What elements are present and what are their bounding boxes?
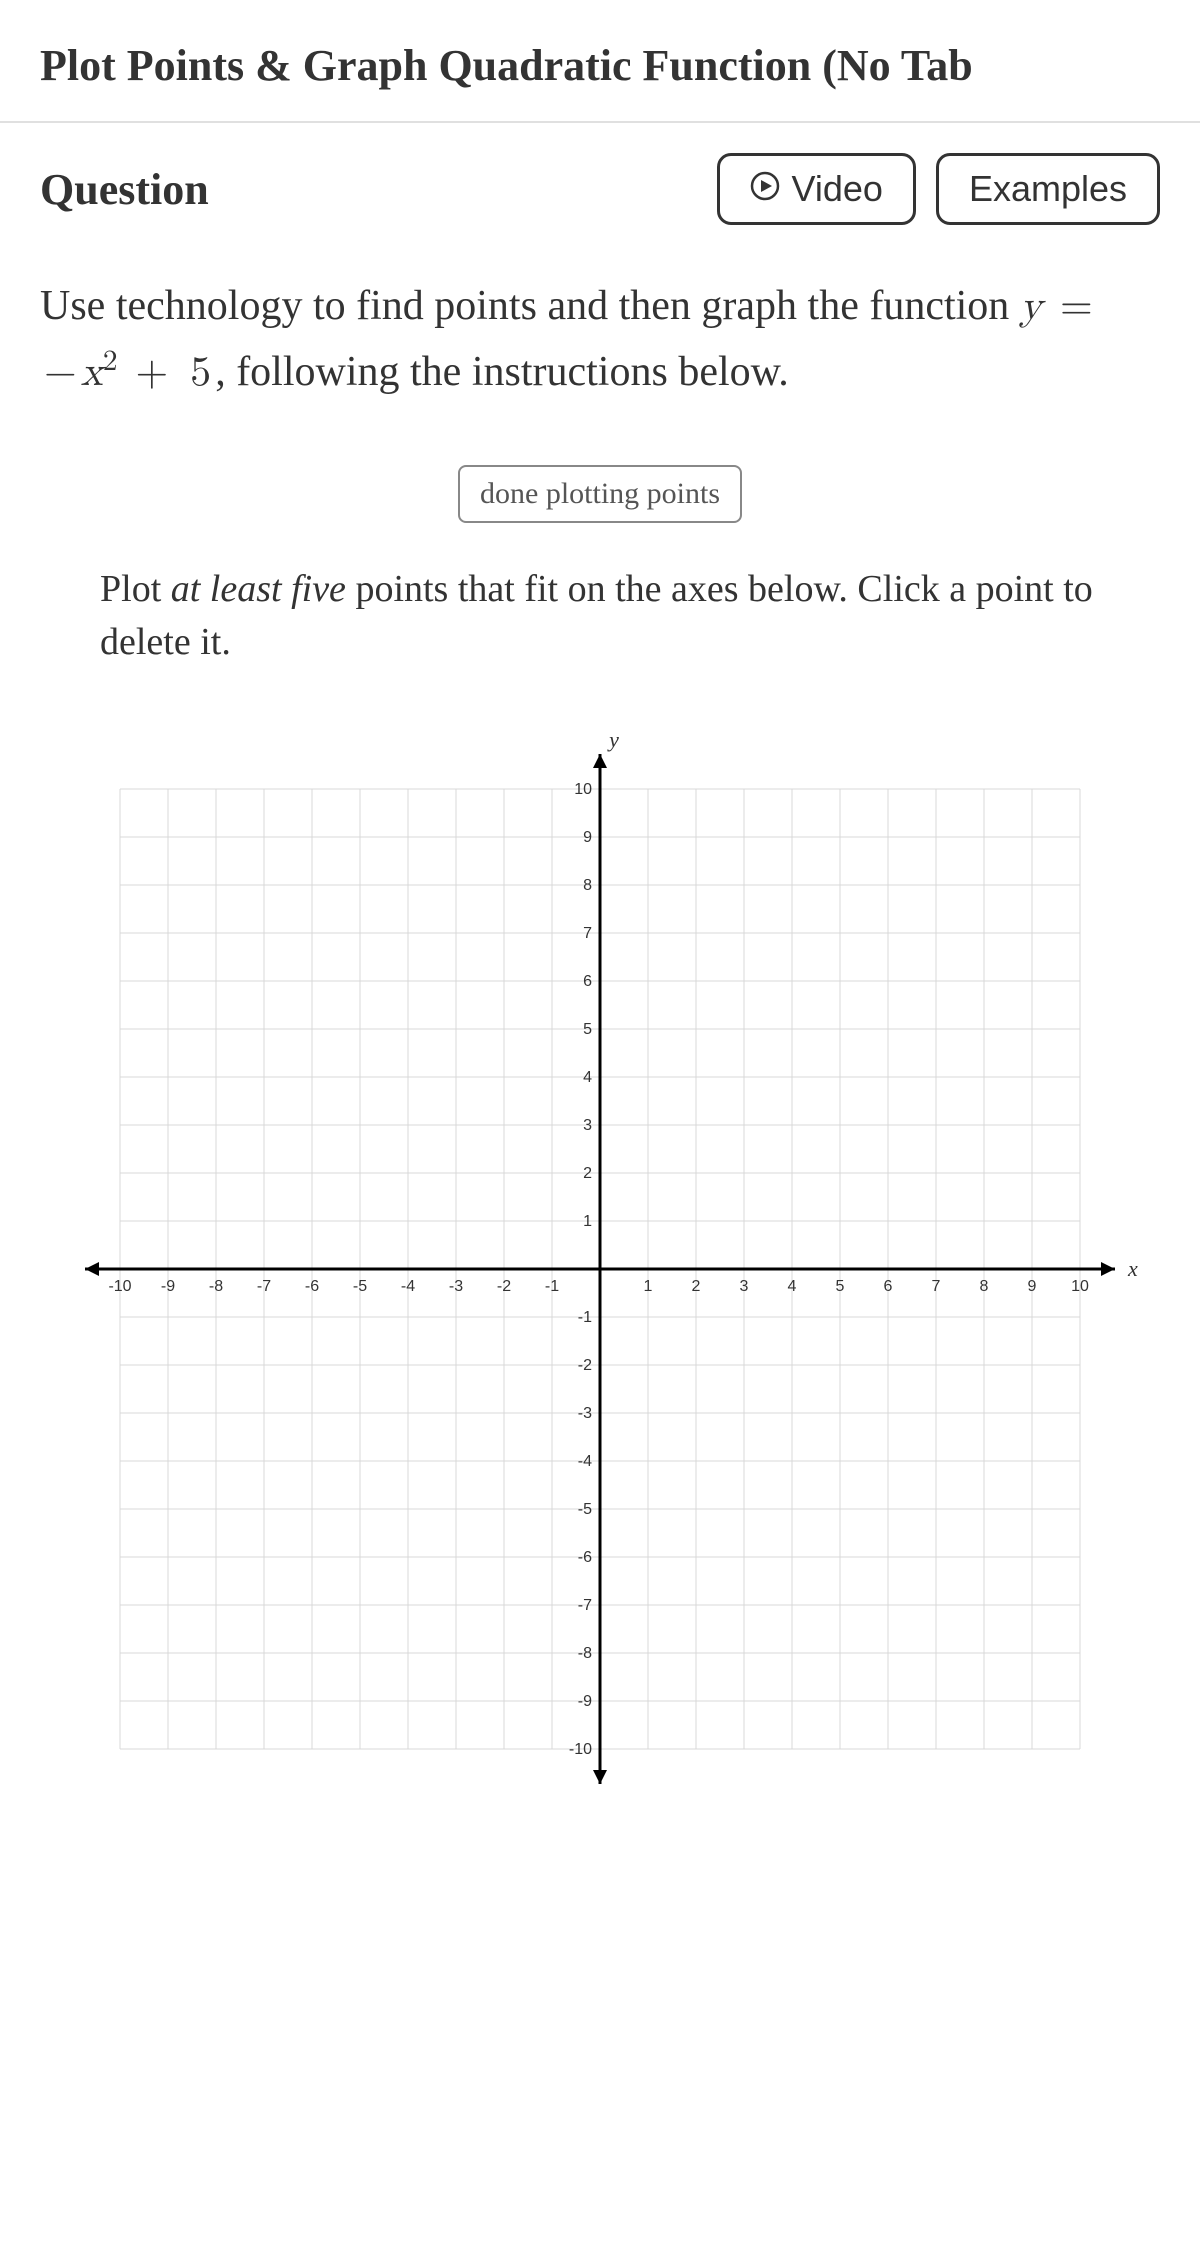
svg-text:1: 1 (644, 1278, 653, 1295)
instr-pre: Plot (100, 568, 171, 610)
svg-text:-7: -7 (578, 1597, 592, 1614)
svg-text:-7: -7 (257, 1278, 271, 1295)
svg-text:1: 1 (583, 1213, 592, 1230)
graph-container: -10 -9 -8 -7 -6 -5 -4 -3 -2 -1 1 2 3 4 5 6 7 8 9 10 -10 -9 -8 -… (40, 719, 1160, 1819)
svg-text:7: 7 (932, 1278, 941, 1295)
math-neg: − (40, 352, 81, 394)
svg-text:-10: -10 (569, 1741, 592, 1758)
page-title: Plot Points & Graph Quadratic Function (… (0, 0, 1200, 123)
problem-suffix: , following the instructions below. (215, 349, 789, 395)
svg-text:x: x (1127, 1256, 1138, 1281)
done-button-container: done plotting points (40, 465, 1160, 523)
math-const: 5 (186, 352, 215, 394)
examples-button-label: Examples (969, 168, 1127, 210)
svg-text:10: 10 (1071, 1278, 1089, 1295)
question-header-row: Question Video Examples (40, 153, 1160, 225)
svg-text:10: 10 (574, 781, 592, 798)
svg-text:7: 7 (583, 925, 592, 942)
content-area: Question Video Examples Use technology t… (0, 123, 1200, 1859)
svg-text:-1: -1 (545, 1278, 559, 1295)
done-plotting-button[interactable]: done plotting points (458, 465, 742, 523)
svg-text:-9: -9 (161, 1278, 175, 1295)
svg-text:3: 3 (583, 1117, 592, 1134)
svg-text:-4: -4 (578, 1453, 592, 1470)
plot-instructions: Plot at least five points that fit on th… (100, 563, 1100, 669)
svg-text:-8: -8 (209, 1278, 223, 1295)
svg-text:4: 4 (583, 1069, 592, 1086)
svg-text:-3: -3 (449, 1278, 463, 1295)
svg-text:-5: -5 (578, 1501, 592, 1518)
svg-text:-10: -10 (108, 1278, 131, 1295)
svg-text:-3: -3 (578, 1405, 592, 1422)
problem-text: Use technology to find points and then g… (40, 275, 1160, 405)
math-eq: = (1056, 286, 1097, 328)
svg-text:6: 6 (884, 1278, 893, 1295)
svg-text:-6: -6 (305, 1278, 319, 1295)
svg-text:8: 8 (583, 877, 592, 894)
svg-text:-1: -1 (578, 1309, 592, 1326)
svg-text:-2: -2 (497, 1278, 511, 1295)
video-button-label: Video (792, 168, 883, 210)
svg-text:y: y (607, 729, 619, 752)
header-buttons: Video Examples (717, 153, 1161, 225)
svg-text:2: 2 (692, 1278, 701, 1295)
problem-prefix: Use technology to find points and then g… (40, 283, 1020, 329)
svg-text:2: 2 (583, 1165, 592, 1182)
math-plus: + (132, 352, 173, 394)
instr-italic: at least five (171, 568, 346, 610)
svg-text:-6: -6 (578, 1549, 592, 1566)
math-x: x (81, 352, 103, 394)
svg-text:4: 4 (788, 1278, 797, 1295)
svg-text:-2: -2 (578, 1357, 592, 1374)
svg-text:-5: -5 (353, 1278, 367, 1295)
svg-text:-8: -8 (578, 1645, 592, 1662)
svg-text:9: 9 (583, 829, 592, 846)
svg-text:8: 8 (980, 1278, 989, 1295)
math-lhs: y (1020, 286, 1042, 328)
examples-button[interactable]: Examples (936, 153, 1160, 225)
play-icon (750, 168, 780, 210)
svg-text:-9: -9 (578, 1693, 592, 1710)
svg-text:6: 6 (583, 973, 592, 990)
svg-text:5: 5 (583, 1021, 592, 1038)
video-button[interactable]: Video (717, 153, 916, 225)
question-label: Question (40, 164, 209, 215)
coordinate-grid[interactable]: -10 -9 -8 -7 -6 -5 -4 -3 -2 -1 1 2 3 4 5 6 7 8 9 10 -10 -9 -8 -… (60, 729, 1140, 1809)
svg-text:5: 5 (836, 1278, 845, 1295)
math-exp: 2 (103, 346, 118, 376)
svg-text:-4: -4 (401, 1278, 415, 1295)
svg-text:3: 3 (740, 1278, 749, 1295)
svg-text:9: 9 (1028, 1278, 1037, 1295)
